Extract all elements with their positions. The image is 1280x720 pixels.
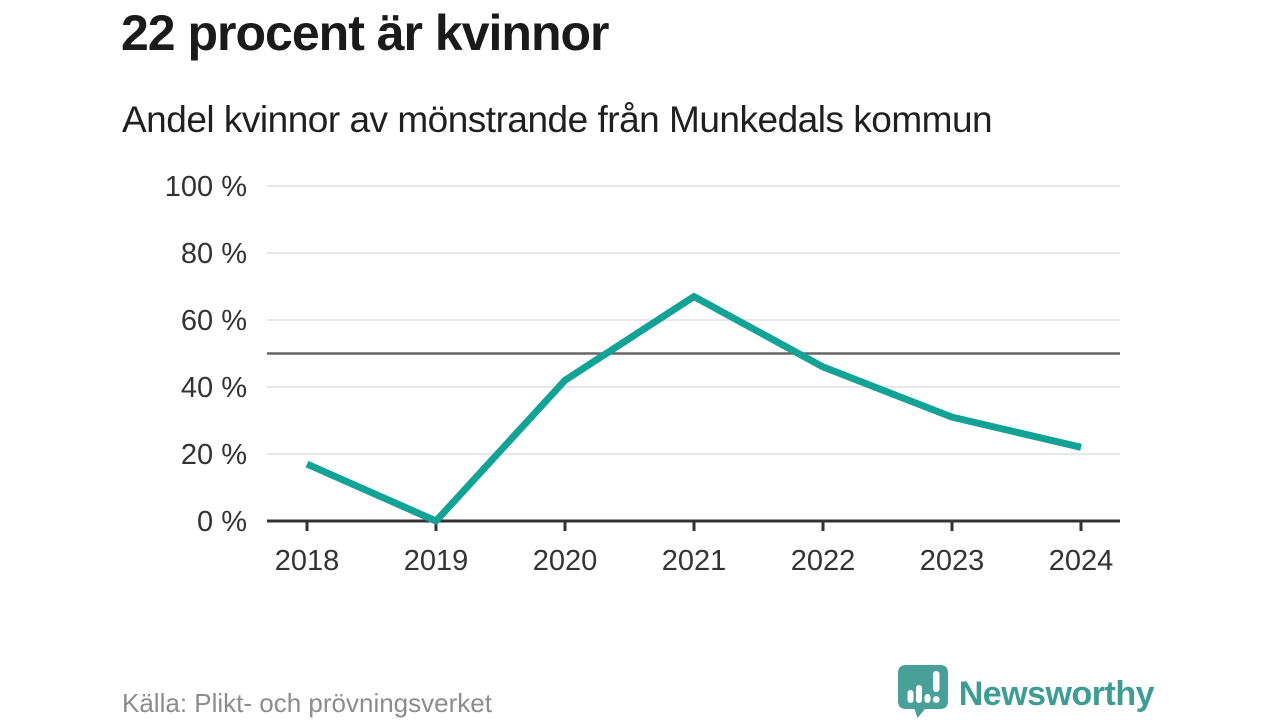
x-tick-label: 2019 [404,545,469,577]
y-tick-label: 40 % [181,372,247,404]
newsworthy-logo: Newsworthy [897,664,1155,720]
x-tick-label: 2023 [920,545,985,577]
x-tick-label: 2021 [662,545,727,577]
x-tick-label: 2022 [791,545,856,577]
chart-subtitle: Andel kvinnor av mönstrande från Munkeda… [122,99,993,140]
bar-chart-bar [924,694,931,703]
y-tick-label: 0 % [197,506,247,538]
y-tick-label: 80 % [181,238,247,270]
exclamation-mark [932,671,940,692]
data-line [305,293,1082,525]
chart-title: 22 procent är kvinnor [121,5,609,61]
source-note: Källa: Plikt- och prövningsverket [122,688,492,718]
brand-name: Newsworthy [958,674,1155,713]
y-tick-label: 20 % [181,439,247,471]
exclamation-dot [932,696,940,703]
newsworthy-logo-icon [897,664,949,720]
x-tick-label: 2018 [275,545,340,577]
x-tick-label: 2020 [533,545,598,577]
y-tick-label: 100 % [165,171,247,203]
y-tick-label: 60 % [181,305,247,337]
bar-chart-bar [907,690,914,703]
speech-bubble-shape [897,665,948,718]
x-tick-label: 2024 [1049,545,1114,577]
bar-chart-bar [915,685,922,703]
